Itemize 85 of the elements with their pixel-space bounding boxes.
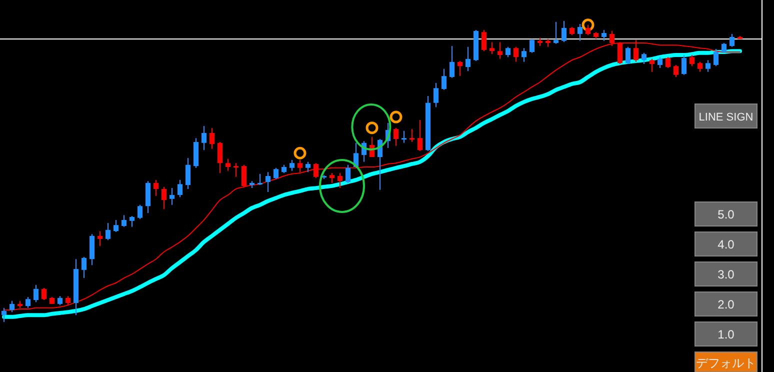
candlestick — [266, 172, 270, 192]
candlestick — [626, 46, 630, 65]
candlestick — [394, 127, 398, 146]
candlestick — [442, 68, 446, 90]
candlestick — [530, 38, 534, 54]
candlestick — [482, 30, 486, 52]
candlestick — [730, 33, 734, 48]
candlestick — [562, 20, 566, 43]
candlestick — [658, 56, 662, 68]
candlestick — [82, 256, 86, 279]
point — [390, 110, 402, 124]
candlestick — [578, 24, 582, 42]
candlestick — [114, 219, 118, 232]
candlestick — [490, 42, 494, 55]
candlestick — [298, 160, 302, 173]
candlestick — [450, 45, 454, 78]
candlestick — [26, 296, 30, 308]
candlestick — [2, 307, 6, 322]
candlestick — [690, 54, 694, 67]
annotation: 2.0 — [718, 298, 735, 312]
candlestick — [242, 164, 246, 188]
candlestick — [674, 64, 678, 78]
candlestick — [58, 296, 62, 306]
candlestick — [138, 204, 142, 220]
candlestick — [506, 46, 510, 58]
candlestick — [642, 52, 646, 65]
candlestick — [146, 180, 150, 214]
candlestick — [274, 167, 278, 180]
candlestick — [90, 234, 94, 266]
candlestick — [706, 60, 710, 72]
candlestick — [698, 61, 702, 72]
candlestick — [234, 162, 238, 178]
candlestick — [170, 188, 174, 206]
candlestick — [522, 48, 526, 62]
candlestick — [514, 46, 518, 62]
button: 2.0 — [694, 292, 758, 316]
button: 3.0 — [694, 262, 758, 286]
candlestick — [346, 164, 350, 184]
candlestick — [602, 30, 606, 42]
candlestick — [218, 142, 222, 174]
candlestick — [210, 127, 214, 150]
annotation: 3.0 — [718, 268, 735, 282]
button: デフォルト — [694, 352, 758, 372]
candlestick — [42, 287, 46, 301]
candlestick — [722, 42, 726, 54]
point — [294, 146, 306, 160]
candlestick — [714, 48, 718, 67]
candlestick — [554, 21, 558, 44]
button: LINE SIGN — [694, 104, 758, 128]
candlestick — [226, 158, 230, 172]
candlestick — [106, 222, 110, 241]
candlestick — [458, 60, 462, 77]
candlestick — [66, 296, 70, 306]
button: 4.0 — [694, 232, 758, 256]
button: 1.0 — [694, 322, 758, 346]
candlestick — [154, 179, 158, 196]
candlestick — [402, 130, 406, 144]
candlestick — [162, 186, 166, 210]
candlestick — [682, 54, 686, 76]
candlestick — [666, 56, 670, 68]
button: 5.0 — [694, 202, 758, 226]
candlestick — [258, 173, 262, 186]
candlestick — [10, 300, 14, 313]
candlestick — [418, 120, 422, 152]
candlestick — [178, 179, 182, 198]
candlestick — [122, 214, 126, 228]
candlestick — [434, 82, 438, 108]
candlestick — [306, 161, 310, 173]
candlestick — [586, 24, 590, 36]
candlestick — [186, 157, 190, 190]
candlestick — [290, 160, 294, 172]
candlestick — [202, 126, 206, 151]
candlestick — [498, 42, 502, 60]
candlestick — [466, 46, 470, 72]
annotation: 4.0 — [718, 238, 735, 252]
annotation: LINE SIGN — [698, 112, 754, 124]
candlestick — [130, 216, 134, 228]
candlestick — [410, 128, 414, 142]
candlestick — [330, 172, 334, 184]
candlestick — [338, 172, 342, 189]
candlestick — [34, 284, 38, 303]
annotation: 5.0 — [718, 208, 735, 222]
candlestick — [98, 230, 102, 247]
candlestick — [650, 58, 654, 72]
candlestick — [314, 162, 318, 179]
